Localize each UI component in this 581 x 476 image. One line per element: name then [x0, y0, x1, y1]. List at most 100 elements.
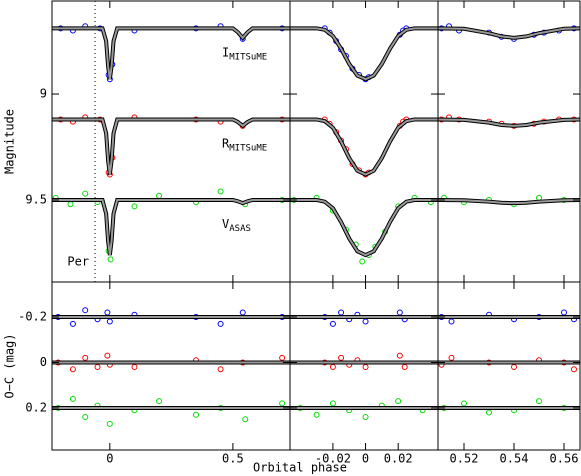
band-label: RMITSuME — [222, 136, 267, 153]
model-outline — [290, 26, 438, 82]
data-point — [486, 409, 492, 416]
data-point — [69, 366, 76, 373]
data-point — [329, 400, 336, 407]
band-subscript: MITSuME — [229, 52, 267, 62]
data-point — [156, 398, 163, 405]
data-point — [82, 414, 89, 421]
periastron-label: Per — [67, 255, 89, 269]
data-point — [511, 364, 517, 371]
data-point — [82, 190, 89, 197]
panel-frame — [289, 0, 439, 283]
band-label: VASAS — [222, 216, 251, 233]
band-name: V — [222, 216, 229, 230]
panel-frame — [51, 281, 291, 451]
plot-area — [52, 1, 290, 282]
data-point — [279, 354, 286, 361]
y-axis-label: O−C (mag) — [3, 333, 17, 398]
data-point — [395, 398, 402, 405]
model-curve — [52, 27, 290, 80]
data-point — [156, 192, 163, 199]
data-point — [571, 366, 577, 373]
model-curve — [290, 118, 438, 176]
data-point — [561, 309, 567, 316]
y-tick-label: 0 — [40, 355, 47, 369]
model-curve — [52, 198, 290, 256]
x-tick-label: 0 — [362, 452, 369, 466]
data-point — [239, 309, 246, 316]
data-point — [69, 320, 76, 327]
data-point — [338, 354, 345, 361]
data-point — [192, 411, 199, 418]
data-point — [94, 364, 101, 371]
data-point — [104, 352, 111, 359]
data-point — [448, 354, 455, 361]
band-subscript: ASAS — [229, 223, 251, 233]
data-point — [338, 309, 345, 316]
model-curve — [52, 118, 290, 175]
panel-frame — [289, 281, 439, 451]
x-tick-label: -0.02 — [315, 452, 351, 466]
data-point — [461, 400, 467, 407]
data-point — [104, 309, 111, 316]
x-tick-label: 0.02 — [384, 452, 413, 466]
data-point — [131, 364, 138, 371]
data-point — [242, 416, 249, 423]
model-curve — [438, 198, 580, 205]
data-point — [396, 309, 403, 316]
data-point — [329, 320, 336, 327]
data-point — [106, 318, 113, 325]
data-point — [69, 395, 76, 402]
data-point — [217, 188, 224, 195]
panel-frame — [437, 0, 581, 283]
data-point — [279, 400, 286, 407]
plot-area — [52, 307, 290, 427]
y-tick-label: 9.5 — [25, 192, 47, 206]
model-curve — [438, 27, 580, 39]
data-point — [82, 307, 89, 314]
y-tick-label: -0.2 — [18, 310, 47, 324]
y-tick-label: 9 — [40, 87, 47, 101]
band-label: IMITSuME — [222, 45, 267, 62]
model-curve — [290, 27, 438, 81]
data-point — [396, 352, 403, 359]
data-point — [131, 203, 138, 210]
data-point — [362, 414, 369, 421]
y-axis-label: Magnitude — [3, 109, 17, 174]
x-tick-label: 0 — [106, 452, 113, 466]
plot-area — [438, 309, 580, 416]
model-outline — [290, 117, 438, 177]
data-point — [67, 201, 74, 208]
data-point — [536, 398, 542, 405]
band-name: R — [222, 136, 230, 150]
plot-area — [290, 309, 438, 421]
x-tick-label: 0.54 — [500, 452, 529, 466]
data-point — [362, 318, 369, 325]
data-point — [362, 364, 369, 371]
x-tick-label: 0.56 — [550, 452, 579, 466]
data-point — [401, 364, 408, 371]
panel-frame — [51, 0, 291, 283]
x-tick-label: 0.52 — [450, 452, 479, 466]
plot-area — [290, 25, 438, 265]
data-point — [448, 318, 455, 325]
y-tick-label: 0.2 — [25, 400, 47, 414]
data-point — [107, 256, 114, 263]
panel-frame — [437, 281, 581, 451]
model-outline — [290, 197, 438, 258]
plot-area — [438, 23, 580, 208]
data-point — [217, 320, 224, 327]
model-outline — [52, 197, 290, 256]
band-name: I — [222, 45, 229, 59]
data-point — [359, 258, 366, 265]
x-tick-label: 0.5 — [222, 452, 244, 466]
data-point — [82, 354, 89, 361]
model-curve — [290, 198, 438, 257]
data-point — [217, 366, 224, 373]
data-point — [329, 364, 336, 371]
data-point — [106, 420, 113, 427]
x-axis-label: Orbital phase — [253, 461, 347, 475]
band-subscript: MITSuME — [229, 143, 267, 153]
data-point — [313, 411, 320, 418]
model-curve — [438, 118, 580, 127]
